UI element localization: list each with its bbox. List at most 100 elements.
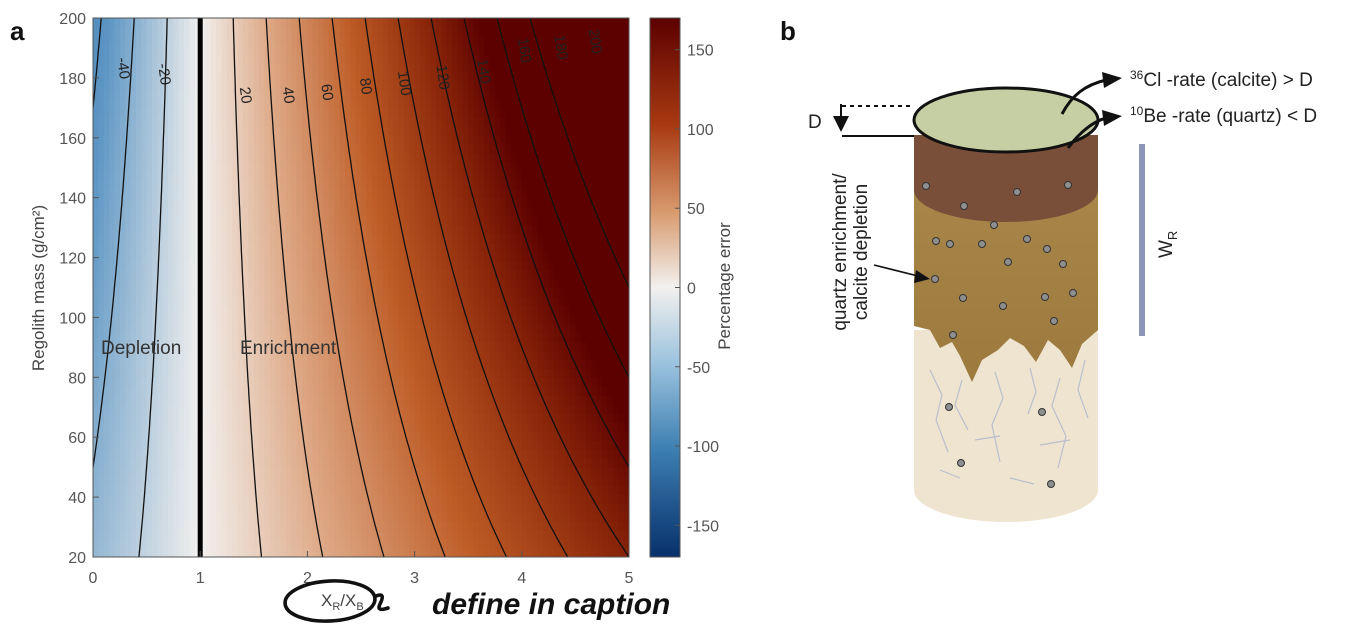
heatmap-cell xyxy=(221,332,228,342)
heatmap-cell xyxy=(173,89,180,100)
heatmap-cell xyxy=(350,431,357,441)
heatmap-cell xyxy=(253,413,260,423)
heatmap-cell xyxy=(93,242,99,253)
heatmap-cell xyxy=(269,18,276,28)
heatmap-cell xyxy=(146,359,153,369)
heatmap-cell xyxy=(511,539,518,549)
heatmap-cell xyxy=(409,179,416,190)
heatmap-cell xyxy=(307,449,314,459)
heatmap-cell xyxy=(489,341,496,351)
heatmap-cell xyxy=(109,251,116,262)
heatmap-cell xyxy=(210,161,217,172)
heatmap-cell xyxy=(377,35,384,46)
heatmap-cell xyxy=(430,359,437,369)
heatmap-cell xyxy=(489,62,496,73)
heatmap-cell xyxy=(436,206,442,217)
heatmap-cell xyxy=(361,296,367,307)
heatmap-cell xyxy=(200,458,207,468)
heatmap-cell xyxy=(484,404,491,414)
heatmap-cell xyxy=(285,341,292,351)
heatmap-cell xyxy=(232,314,239,325)
heatmap-cell xyxy=(527,368,534,378)
heatmap-cell xyxy=(489,314,496,325)
heatmap-cell xyxy=(210,422,217,432)
heatmap-cell xyxy=(382,296,389,307)
heatmap-cell xyxy=(409,107,416,118)
heatmap-cell xyxy=(93,89,99,100)
heatmap-cell xyxy=(312,332,319,342)
heatmap-cell xyxy=(452,152,459,163)
heatmap-cell xyxy=(382,503,389,513)
heatmap-cell xyxy=(334,125,341,136)
heatmap-cell xyxy=(168,98,174,109)
heatmap-cell xyxy=(296,323,303,334)
heatmap-cell xyxy=(200,188,207,199)
heatmap-cell xyxy=(468,35,475,46)
heatmap-cell xyxy=(425,188,432,199)
heatmap-cell xyxy=(484,143,491,154)
heatmap-cell xyxy=(280,440,287,450)
heatmap-cell xyxy=(232,341,239,351)
heatmap-cell xyxy=(205,215,212,226)
heatmap-cell xyxy=(323,485,330,495)
heatmap-cell xyxy=(232,548,239,557)
heatmap-cell xyxy=(462,521,469,531)
heatmap-cell xyxy=(328,53,335,64)
heatmap-cell xyxy=(441,512,448,522)
heatmap-cell xyxy=(227,215,233,226)
heatmap-cell xyxy=(527,404,534,414)
heatmap-cell xyxy=(425,44,432,55)
heatmap-cell xyxy=(243,134,250,145)
heatmap-cell xyxy=(457,269,464,280)
heatmap-cell xyxy=(511,179,518,190)
heatmap-cell xyxy=(285,521,292,531)
heatmap-cell xyxy=(248,530,255,540)
heatmap-cell xyxy=(516,440,523,450)
heatmap-cell xyxy=(114,161,121,172)
heatmap-cell xyxy=(259,449,266,459)
heatmap-cell xyxy=(259,233,266,244)
heatmap-cell xyxy=(243,179,250,190)
heatmap-cell xyxy=(119,395,126,405)
heatmap-cell xyxy=(93,269,99,280)
heatmap-cell xyxy=(237,161,244,172)
heatmap-cell xyxy=(302,62,308,73)
heatmap-cell xyxy=(430,134,437,145)
heatmap-cell xyxy=(205,287,212,298)
heatmap-cell xyxy=(302,251,308,262)
heatmap-cell xyxy=(291,296,298,307)
heatmap-cell xyxy=(436,161,442,172)
heatmap-cell xyxy=(339,44,346,55)
heatmap-cell xyxy=(125,53,132,64)
heatmap-cell xyxy=(452,18,459,28)
heatmap-cell xyxy=(269,152,276,163)
heatmap-cell xyxy=(103,530,110,540)
heatmap-cell xyxy=(398,458,405,468)
heatmap-cell xyxy=(302,422,308,432)
heatmap-cell xyxy=(259,161,266,172)
heatmap-cell xyxy=(430,440,437,450)
heatmap-cell xyxy=(441,458,448,468)
heatmap-cell xyxy=(302,377,308,387)
heatmap-cell xyxy=(478,197,485,208)
heatmap-cell xyxy=(478,548,485,557)
heatmap-cell xyxy=(361,548,367,557)
heatmap-cell xyxy=(387,296,394,307)
heatmap-cell xyxy=(516,242,523,253)
heatmap-cell xyxy=(350,233,357,244)
heatmap-cell xyxy=(269,296,276,307)
heatmap-cell xyxy=(221,485,228,495)
heatmap-cell xyxy=(146,377,153,387)
heatmap-cell xyxy=(109,62,116,73)
heatmap-cell xyxy=(93,125,99,136)
heatmap-cell xyxy=(130,467,137,477)
heatmap-cell xyxy=(532,269,539,280)
heatmap-cell xyxy=(307,539,314,549)
heatmap-cell xyxy=(275,215,282,226)
heatmap-cell xyxy=(184,98,191,109)
heatmap-cell xyxy=(462,53,469,64)
heatmap-cell xyxy=(478,341,485,351)
heatmap-cell xyxy=(135,26,142,37)
heatmap-cell xyxy=(98,350,105,360)
heatmap-cell xyxy=(323,71,330,82)
